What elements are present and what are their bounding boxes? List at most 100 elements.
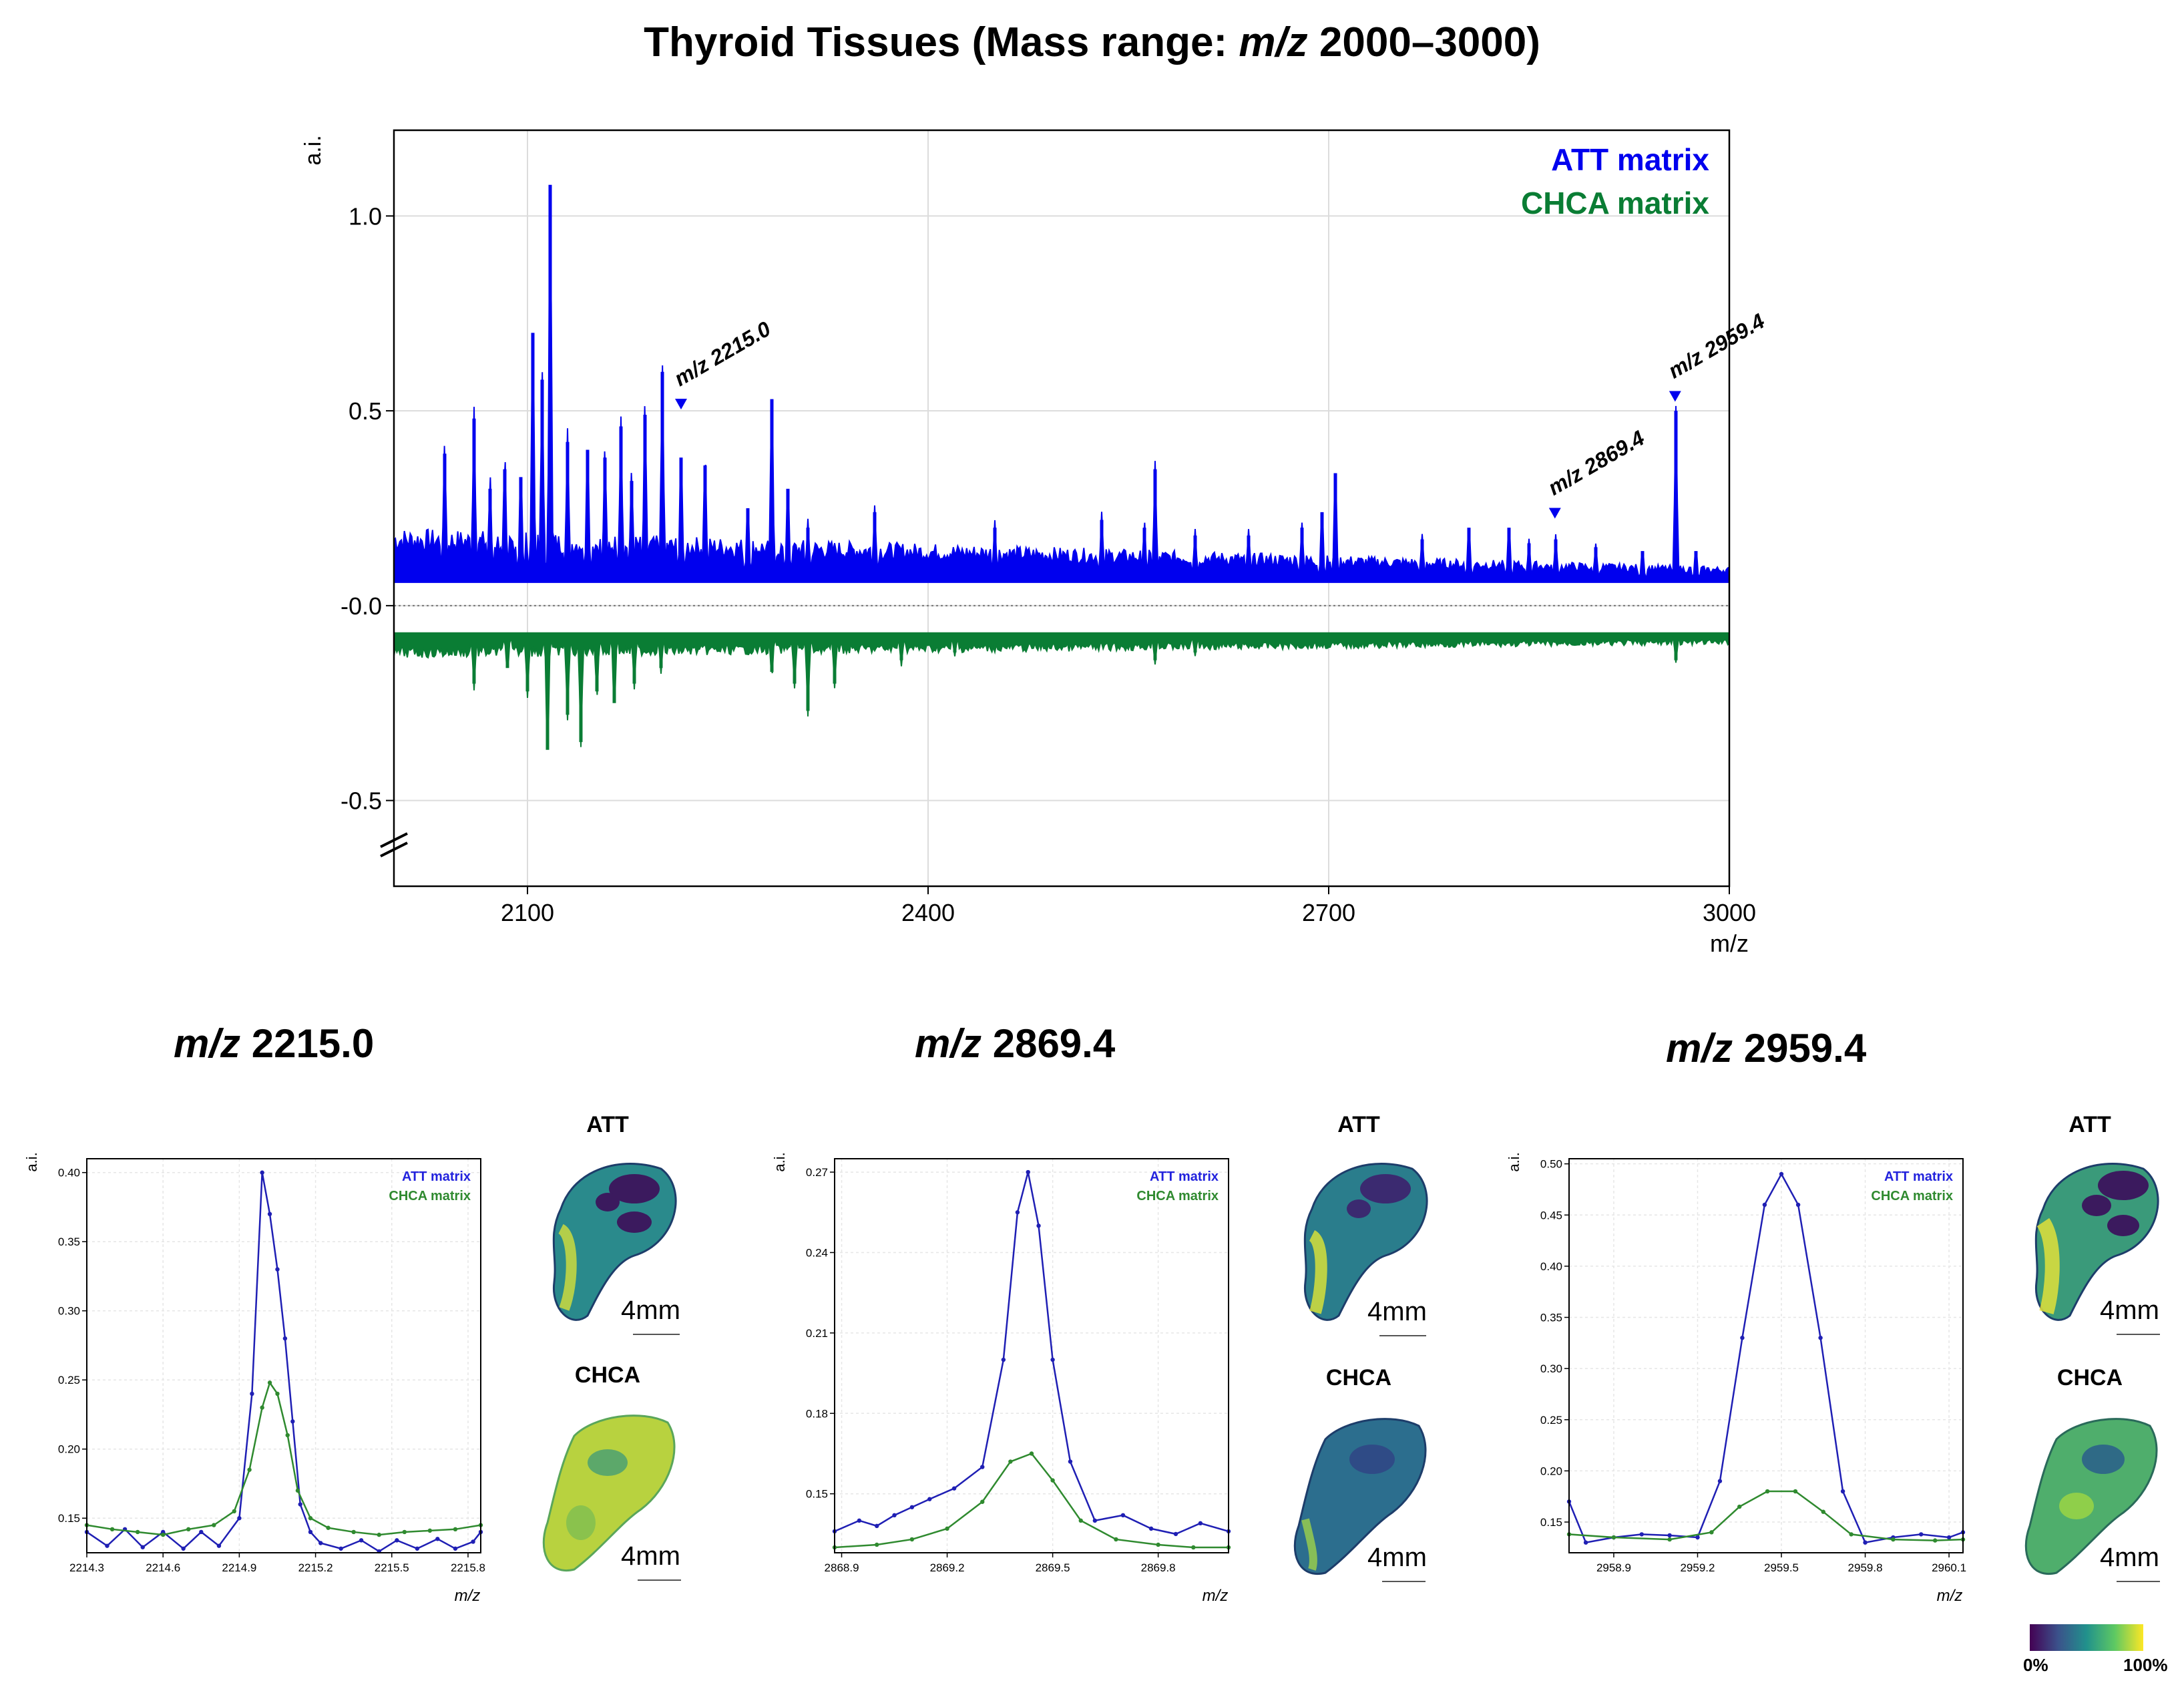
data-point	[267, 1211, 272, 1217]
panel-2-zoom-chart: 2868.9 2869.2 2869.5 2869.8 0.15 0.18 0.21 0.24…	[771, 1152, 1231, 1605]
x-tick-label: 2214.9	[222, 1561, 256, 1574]
y-tick-label: 0.15	[806, 1488, 828, 1501]
data-point	[140, 1545, 145, 1549]
data-point	[1639, 1532, 1644, 1537]
data-point	[1667, 1537, 1672, 1542]
y-tick-label: -0.5	[341, 787, 382, 815]
data-point	[105, 1543, 110, 1548]
data-point	[181, 1546, 186, 1551]
data-point	[295, 1488, 300, 1493]
figure-title-prefix: Thyroid Tissues (Mass range:	[644, 19, 1239, 65]
plot-frame	[1568, 1158, 1964, 1553]
data-point	[1793, 1489, 1798, 1494]
data-point	[326, 1525, 331, 1530]
y-tick-label: 0.15	[58, 1512, 80, 1525]
data-point	[285, 1433, 290, 1438]
x-tick-label: 3000	[1703, 899, 1756, 926]
panel-2-att-map-label: ATT	[1337, 1112, 1380, 1137]
data-point	[857, 1518, 862, 1523]
x-tick-label: 2959.5	[1764, 1561, 1799, 1574]
panel-1-title-value: 2215.0	[240, 1021, 375, 1066]
data-point	[290, 1419, 295, 1424]
figure-title-mz: m/z	[1239, 19, 1308, 65]
data-point	[282, 1336, 288, 1341]
panel-3-att-scale-label: 4mm	[2100, 1296, 2159, 1325]
panel-2-chca-map-label: CHCA	[1325, 1365, 1392, 1390]
data-point	[1795, 1202, 1801, 1207]
zoom-series-att	[834, 1171, 1229, 1535]
y-tick-label: 0.30	[1540, 1362, 1562, 1375]
data-point	[308, 1516, 313, 1521]
panel-2-title-value: 2869.4	[981, 1021, 1116, 1066]
intensity-colorbar	[2030, 1624, 2143, 1651]
y-tick-label: 0.30	[58, 1305, 80, 1318]
colorbar-min-label: 0%	[2023, 1655, 2048, 1675]
y-tick-label: 0.24	[806, 1246, 828, 1259]
data-point	[237, 1516, 242, 1521]
data-point	[1762, 1202, 1767, 1207]
annotation-label-1: m/z 2215.0	[670, 317, 775, 391]
data-point	[275, 1267, 280, 1272]
y-tick-label: 0.25	[1540, 1414, 1562, 1427]
data-point	[160, 1532, 166, 1537]
y-tick-label: 0.45	[1540, 1209, 1562, 1222]
data-point	[875, 1523, 879, 1529]
data-point	[199, 1529, 204, 1535]
data-point	[453, 1527, 458, 1532]
data-point	[1173, 1531, 1178, 1537]
data-point	[435, 1537, 440, 1541]
data-point	[1092, 1518, 1098, 1523]
panel-1-title-mz: m/z	[174, 1021, 241, 1066]
x-tick-label: 2214.6	[146, 1561, 180, 1574]
overview-spectrum-chart: 2100 2400 2700 3000 1.0 0.5 -0.0 -0.5 a.i. m/z ATT…	[300, 129, 1769, 957]
axis-break-mark	[380, 832, 408, 848]
legend-chca-matrix: CHCA matrix	[1136, 1189, 1219, 1203]
x-tick-label: 2400	[901, 899, 955, 926]
y-tick-label: 0.27	[806, 1166, 828, 1179]
panel-1-chca-map-label: CHCA	[574, 1362, 641, 1388]
panel-1-chca-scale-bar	[638, 1579, 681, 1581]
panel-1-att-scale-label: 4mm	[621, 1296, 680, 1325]
y-tick-label: -0.0	[341, 592, 382, 620]
data-point	[318, 1541, 323, 1545]
data-point	[1946, 1535, 1952, 1540]
y-axis-label: a.i.	[771, 1152, 788, 1171]
x-axis-label: m/z	[455, 1587, 481, 1605]
legend-att-matrix: ATT matrix	[1551, 142, 1709, 177]
data-point	[351, 1529, 356, 1535]
x-tick-label: 2100	[501, 899, 554, 926]
panel-2-chca-scale-bar	[1382, 1581, 1426, 1582]
data-point	[1068, 1459, 1073, 1464]
data-point	[927, 1497, 932, 1501]
data-point	[359, 1538, 364, 1543]
data-point	[951, 1486, 957, 1491]
data-point	[1611, 1535, 1616, 1540]
data-point	[1821, 1509, 1825, 1514]
panel-2-title-mz: m/z	[915, 1021, 982, 1066]
annotation-label-2: m/z 2869.4	[1544, 425, 1649, 500]
panel-2-att-scale-label: 4mm	[1367, 1297, 1427, 1326]
data-point	[1891, 1537, 1896, 1542]
data-point	[1765, 1489, 1770, 1494]
data-point	[1840, 1489, 1845, 1494]
panel-2-att-tissue-image	[1303, 1163, 1428, 1321]
data-point	[1709, 1530, 1714, 1535]
data-point	[1717, 1479, 1723, 1483]
y-tick-label: 0.21	[806, 1327, 828, 1340]
annotation-marker	[1548, 508, 1561, 519]
data-point	[1120, 1513, 1126, 1518]
spectrum-chca-series	[393, 632, 1730, 747]
data-point	[1667, 1533, 1672, 1538]
panel-1-att-scale-bar	[633, 1334, 680, 1335]
data-point	[1148, 1526, 1154, 1531]
data-point	[1191, 1545, 1196, 1550]
data-point	[1818, 1335, 1823, 1340]
x-tick-label: 2215.5	[375, 1561, 409, 1574]
panel-3-chca-scale-bar	[2117, 1581, 2160, 1582]
x-axis-label: m/z	[1203, 1587, 1229, 1605]
data-point	[909, 1537, 915, 1542]
data-point	[1737, 1504, 1742, 1509]
x-tick-label: 2959.8	[1848, 1561, 1883, 1574]
x-tick-label: 2215.2	[298, 1561, 333, 1574]
panel-3-chca-map-label: CHCA	[2056, 1365, 2123, 1390]
